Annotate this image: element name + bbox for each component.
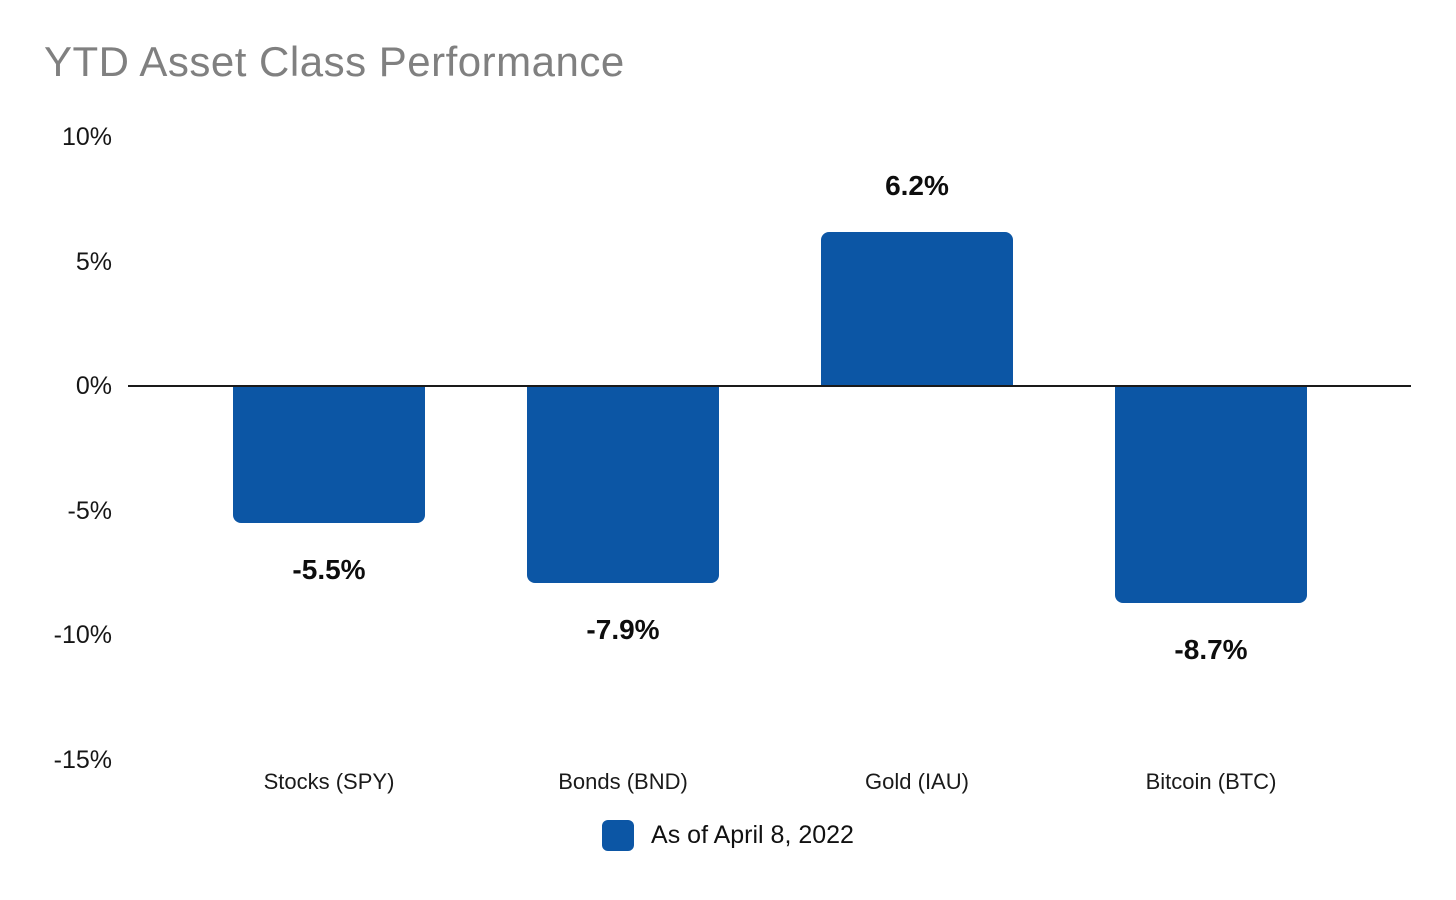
bar-value-label: -5.5% <box>292 553 366 585</box>
bar-value-label: -7.9% <box>586 613 660 645</box>
y-axis-tick-label: 0% <box>75 372 112 400</box>
bar-value-label: -8.7% <box>1174 633 1248 665</box>
bar-stocks-spy <box>233 386 425 523</box>
y-axis-tick-label: -15% <box>53 745 112 774</box>
bar-bitcoin-btc <box>1115 386 1307 603</box>
legend-swatch-icon <box>602 820 635 851</box>
bar-bonds-bnd <box>527 386 719 583</box>
bar-value-label: 6.2% <box>885 169 949 201</box>
y-axis-tick-label: -5% <box>67 496 112 525</box>
x-axis-category-label: Stocks (SPY) <box>263 769 395 794</box>
y-axis-tick-label: 5% <box>75 247 112 276</box>
y-axis-tick-label: -10% <box>53 621 112 649</box>
bar-gold-iau <box>821 231 1013 386</box>
zero-axis-line <box>128 385 1411 387</box>
legend: As of April 8, 2022 <box>0 820 1456 851</box>
y-axis-tick-label: 10% <box>61 123 112 151</box>
x-axis-category-label: Bitcoin (BTC) <box>1145 769 1277 794</box>
x-axis-category-label: Bonds (BND) <box>558 769 688 794</box>
x-axis-category-label: Gold (IAU) <box>865 769 969 794</box>
chart-title: YTD Asset Class Performance <box>44 38 625 85</box>
legend-label: As of April 8, 2022 <box>651 821 854 849</box>
